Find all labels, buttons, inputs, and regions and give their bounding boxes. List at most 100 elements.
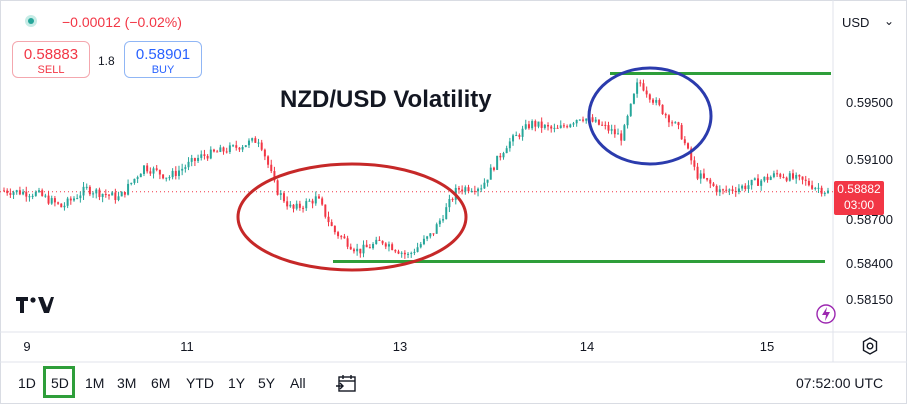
candle-body bbox=[817, 187, 820, 189]
candle-body bbox=[709, 179, 712, 184]
utc-clock[interactable]: 07:52:00 UTC bbox=[796, 375, 884, 391]
settings-icon[interactable] bbox=[861, 337, 879, 355]
candle-body bbox=[667, 115, 670, 123]
sell-button[interactable]: 0.58883 SELL bbox=[12, 41, 90, 78]
range-button-1y[interactable]: 1Y bbox=[228, 375, 246, 391]
candle-body bbox=[419, 244, 422, 248]
candle-body bbox=[181, 168, 184, 171]
candle-body bbox=[387, 244, 390, 247]
candle-body bbox=[636, 82, 639, 94]
candle-body bbox=[50, 198, 53, 204]
candle-body bbox=[127, 183, 130, 195]
candle-body bbox=[429, 233, 432, 237]
candle-body bbox=[470, 190, 473, 192]
candle-body bbox=[788, 173, 791, 181]
candle-body bbox=[330, 222, 333, 226]
buy-label: BUY bbox=[151, 64, 175, 76]
sell-price: 0.58883 bbox=[23, 46, 79, 63]
y-tick-label: 0.58150 bbox=[846, 292, 893, 307]
date-range-icon[interactable] bbox=[336, 374, 358, 394]
candle-body bbox=[120, 192, 123, 197]
range-button-1m[interactable]: 1M bbox=[85, 375, 105, 391]
candle-body bbox=[372, 244, 375, 249]
candle-body bbox=[66, 198, 69, 206]
range-button-5d[interactable]: 5D bbox=[51, 375, 69, 391]
range-button-3m[interactable]: 3M bbox=[117, 375, 137, 391]
candle-body bbox=[734, 191, 737, 193]
candle-body bbox=[69, 198, 72, 201]
candle-body bbox=[270, 164, 273, 172]
candle-body bbox=[582, 119, 585, 121]
y-tick-label: 0.58400 bbox=[846, 256, 893, 271]
current-price-tag: 0.58882 03:00 bbox=[834, 181, 884, 215]
candle-body bbox=[155, 168, 158, 170]
candle-body bbox=[416, 247, 419, 252]
candle-body bbox=[219, 147, 222, 152]
candle-body bbox=[728, 189, 731, 191]
candle-body bbox=[515, 135, 518, 137]
candle-body bbox=[531, 121, 534, 129]
candle-body bbox=[60, 203, 63, 208]
candle-body bbox=[776, 173, 779, 175]
y-tick-label: 0.59100 bbox=[846, 152, 893, 167]
candle-body bbox=[190, 158, 193, 162]
candle-body bbox=[22, 191, 25, 195]
candle-body bbox=[152, 168, 155, 174]
range-button-5y[interactable]: 5Y bbox=[258, 375, 276, 391]
candle-body bbox=[559, 125, 562, 129]
candle-body bbox=[626, 115, 629, 126]
candle-body bbox=[168, 177, 171, 179]
candle-body bbox=[823, 192, 826, 194]
candle-body bbox=[9, 193, 12, 195]
candle-body bbox=[295, 203, 298, 209]
candle-body bbox=[578, 119, 581, 121]
range-button-all[interactable]: All bbox=[290, 375, 306, 391]
candle-body bbox=[527, 124, 530, 129]
candlestick-series bbox=[3, 78, 829, 259]
candle-body bbox=[365, 244, 368, 248]
x-tick-label: 14 bbox=[579, 339, 595, 354]
candle-body bbox=[540, 121, 543, 128]
candle-body bbox=[575, 120, 578, 124]
candle-body bbox=[712, 183, 715, 186]
candle-body bbox=[209, 149, 212, 159]
candle-body bbox=[690, 148, 693, 161]
candle-body bbox=[801, 176, 804, 180]
candle-body bbox=[57, 202, 60, 204]
candle-body bbox=[473, 190, 476, 192]
buy-button[interactable]: 0.58901 BUY bbox=[124, 41, 202, 78]
candle-body bbox=[95, 189, 98, 194]
flash-alert-icon[interactable] bbox=[816, 303, 836, 325]
range-button-6m[interactable]: 6M bbox=[151, 375, 171, 391]
candle-body bbox=[235, 145, 238, 148]
candle-body bbox=[489, 167, 492, 180]
candle-body bbox=[442, 219, 445, 221]
range-button-ytd[interactable]: YTD bbox=[186, 375, 214, 391]
market-status-icon bbox=[25, 15, 37, 27]
candle-body bbox=[480, 188, 483, 190]
candle-body bbox=[785, 177, 788, 181]
candle-body bbox=[779, 174, 782, 177]
candle-body bbox=[645, 90, 648, 95]
chevron-down-icon: ⌄ bbox=[884, 14, 895, 28]
range-button-1d[interactable]: 1D bbox=[18, 375, 36, 391]
candle-body bbox=[508, 141, 511, 149]
candle-body bbox=[562, 125, 565, 127]
candle-body bbox=[413, 251, 416, 253]
candle-body bbox=[725, 189, 728, 191]
candle-body bbox=[314, 196, 317, 204]
candle-body bbox=[298, 203, 301, 208]
candle-body bbox=[483, 182, 486, 189]
candle-body bbox=[782, 176, 785, 178]
candle-body bbox=[642, 83, 645, 91]
candle-body bbox=[244, 145, 247, 148]
candle-body bbox=[142, 165, 145, 174]
candle-body bbox=[757, 178, 760, 186]
candle-body bbox=[98, 189, 101, 197]
y-tick-label: 0.59500 bbox=[846, 95, 893, 110]
currency-selector[interactable]: USD ⌄ bbox=[834, 8, 900, 36]
candle-body bbox=[184, 167, 187, 169]
candle-body bbox=[340, 236, 343, 238]
candle-body bbox=[324, 204, 327, 217]
